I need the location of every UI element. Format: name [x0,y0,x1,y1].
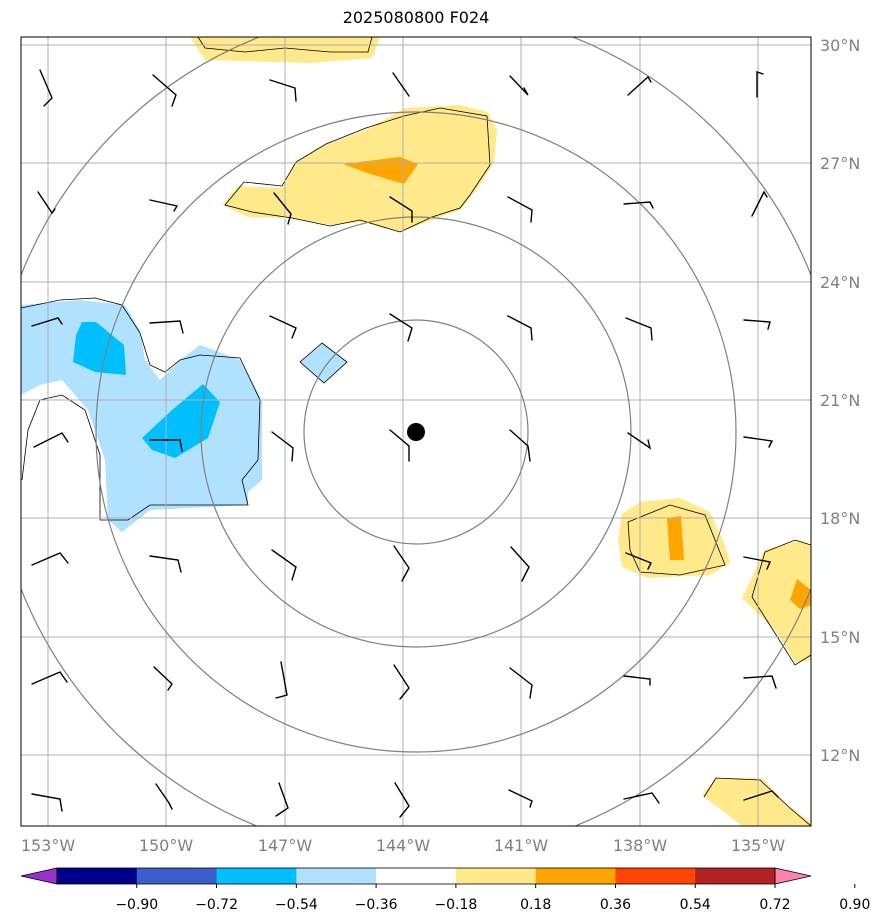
map-title: 2025080800 F024 [342,8,490,27]
lat-label-18n: 18°N [820,509,860,528]
colorbar-tick-label: 0.36 [600,897,631,913]
colorbar: −0.90 −0.72 −0.54 −0.36 −0.18 0.18 0.36 0.54 0.7… [20,867,870,913]
colorbar-tick-label: 0.54 [680,897,711,913]
colorbar-cell [535,868,616,884]
negative-area-diamond [300,343,347,383]
colorbar-cell [216,868,297,884]
lon-label-135w: 135°W [731,836,786,855]
colorbar-tick-label: −0.18 [434,897,477,913]
colorbar-cell [136,868,218,884]
colorbar-extend-high [774,867,812,885]
colorbar-cell [376,868,457,884]
colorbar-tick-label: 0.18 [520,897,551,913]
range-rings [21,37,811,826]
lon-label-138w: 138°W [613,836,668,855]
lat-label-15n: 15°N [820,628,860,647]
lat-label-30n: 30°N [820,36,860,55]
colorbar-cell [615,868,696,884]
colorbar-tick-label: −0.54 [275,897,318,913]
lon-label-141w: 141°W [494,836,549,855]
longitude-labels: 153°W 150°W 147°W 144°W 141°W 138°W 135°… [21,836,786,855]
colorbar-tick-label: −0.72 [195,897,238,913]
positive-core-18n [667,516,684,560]
lon-label-147w: 147°W [258,836,313,855]
positive-area-11n [702,778,811,826]
lat-label-21n: 21°N [820,391,860,410]
positive-core-27n [343,157,418,184]
latitude-labels: 30°N 27°N 24°N 21°N 18°N 15°N 12°N [820,36,860,765]
shaded-field-layer [21,37,811,826]
lat-label-12n: 12°N [820,746,860,765]
colorbar-tick-label: 0.72 [759,897,790,913]
negative-area-west [21,300,262,532]
lon-label-150w: 150°W [139,836,194,855]
colorbar-tick-label: 0.90 [839,897,870,913]
colorbar-tick-label: −0.36 [355,897,398,913]
colorbar-cell [296,868,377,884]
storm-center-dot [407,423,425,441]
lon-label-153w: 153°W [21,836,76,855]
colorbar-cell [57,868,138,884]
wind-barbs [31,69,779,818]
negative-core-west-1 [73,322,126,375]
colorbar-cell [695,868,776,884]
map-frame [20,36,812,827]
lat-label-27n: 27°N [820,154,860,173]
lon-label-144w: 144°W [376,836,431,855]
contour-lines [21,37,811,826]
colorbar-tick-label: −0.90 [115,897,158,913]
lat-label-24n: 24°N [820,273,860,292]
colorbar-cell [455,868,537,884]
colorbar-extend-low [20,867,58,885]
